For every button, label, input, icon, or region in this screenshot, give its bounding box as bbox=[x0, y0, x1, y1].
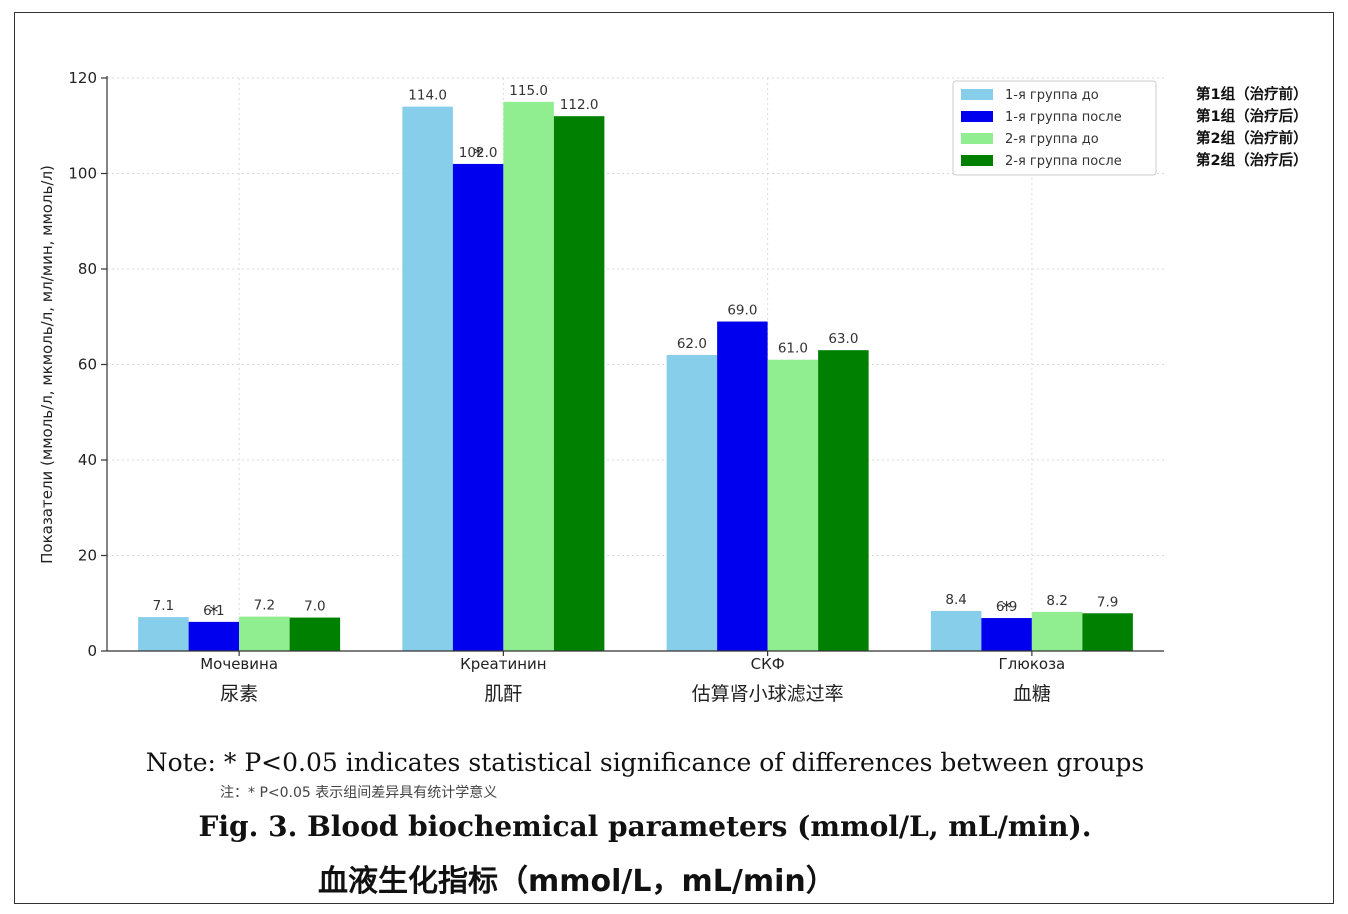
data-label: 63.0 bbox=[828, 331, 858, 347]
bar bbox=[717, 321, 768, 651]
data-label: 7.1 bbox=[153, 598, 174, 614]
legend-label-cn: 第2组（治疗前） bbox=[1196, 129, 1308, 147]
data-label: 6.1 bbox=[203, 603, 224, 619]
data-label: 115.0 bbox=[509, 83, 548, 99]
bar bbox=[767, 359, 819, 651]
y-tick-label: 120 bbox=[68, 69, 97, 87]
bar bbox=[553, 116, 605, 651]
y-tick-label: 60 bbox=[78, 356, 97, 374]
legend-label: 1-я группа до bbox=[1005, 88, 1099, 103]
legend-label: 2-я группа до bbox=[1005, 132, 1099, 147]
legend-label: 2-я группа после bbox=[1005, 154, 1122, 169]
data-label: 7.9 bbox=[1097, 594, 1118, 610]
y-tick-label: 0 bbox=[87, 642, 97, 660]
bar bbox=[1082, 613, 1133, 651]
x-tick-label-cn: 肌酐 bbox=[484, 683, 522, 705]
data-label: 8.4 bbox=[945, 592, 966, 608]
significance-star: * bbox=[1002, 598, 1011, 619]
data-label: 7.2 bbox=[254, 598, 275, 614]
figure-caption: Fig. 3. Blood biochemical parameters (mm… bbox=[198, 810, 1092, 843]
data-label: 112.0 bbox=[560, 97, 599, 113]
significance-star: * bbox=[209, 602, 218, 623]
bar bbox=[666, 354, 718, 651]
legend-box bbox=[952, 80, 1157, 176]
bar bbox=[402, 106, 453, 651]
bar bbox=[1031, 611, 1083, 651]
data-label: 114.0 bbox=[408, 88, 447, 104]
data-label: 102.0 bbox=[459, 145, 498, 161]
x-tick-label: Глюкоза bbox=[998, 655, 1065, 673]
bar-chart: 7.1 114.0 62.0 8.4 6.1 102.0 69.0 6.9 7.2 115.0 61… bbox=[38, 69, 1308, 705]
x-tick-label: СКФ bbox=[751, 655, 785, 673]
bar bbox=[239, 616, 290, 651]
legend-label-cn: 第1组（治疗后） bbox=[1196, 107, 1308, 125]
bar bbox=[452, 163, 504, 651]
legend-swatch bbox=[961, 155, 993, 166]
x-tick-label: Креатинин bbox=[460, 655, 546, 673]
data-label: 69.0 bbox=[727, 303, 757, 319]
legend-swatch bbox=[961, 111, 993, 122]
x-tick-label-cn: 血糖 bbox=[1013, 683, 1051, 705]
note-text: Note: * P<0.05 indicates statistical sig… bbox=[145, 748, 1145, 777]
legend-label: 1-я группа после bbox=[1005, 110, 1122, 125]
data-label: 61.0 bbox=[778, 341, 808, 357]
bar bbox=[818, 350, 869, 651]
data-label: 6.9 bbox=[996, 599, 1017, 615]
bar bbox=[188, 621, 240, 651]
figure-frame bbox=[14, 12, 1334, 904]
significance-star: * bbox=[474, 144, 483, 165]
y-tick-label: 20 bbox=[78, 547, 97, 565]
bar bbox=[930, 610, 982, 651]
y-tick-label: 100 bbox=[68, 165, 97, 183]
x-tick-label-cn: 尿素 bbox=[220, 683, 258, 705]
bar bbox=[503, 101, 554, 651]
legend-swatch bbox=[961, 133, 993, 144]
legend-label-cn: 第1组（治疗前） bbox=[1196, 85, 1308, 103]
x-tick-label-cn: 估算肾小球滤过率 bbox=[692, 683, 844, 705]
y-tick-label: 80 bbox=[78, 260, 97, 278]
data-label: 8.2 bbox=[1046, 593, 1067, 609]
bar bbox=[981, 618, 1032, 651]
figure-caption-cn: 血液生化指标（mmol/L，mL/min） bbox=[318, 864, 836, 899]
legend-swatch bbox=[961, 89, 993, 100]
bar bbox=[289, 617, 341, 651]
x-tick-label: Мочевина bbox=[200, 655, 278, 673]
y-axis-label: Показатели (ммоль/л, мкмоль/л, мл/мин, м… bbox=[38, 165, 56, 564]
note-text-cn: 注：* P<0.05 表示组间差异具有统计学意义 bbox=[220, 785, 498, 801]
bar bbox=[138, 617, 189, 651]
data-label: 7.0 bbox=[304, 599, 325, 615]
y-tick-label: 40 bbox=[78, 451, 97, 469]
data-label: 62.0 bbox=[677, 336, 707, 352]
legend-label-cn: 第2组（治疗后） bbox=[1196, 151, 1308, 169]
